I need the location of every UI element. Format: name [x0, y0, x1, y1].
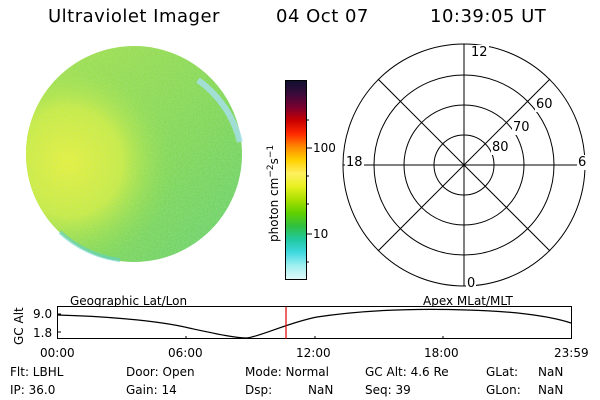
x-tick-2359: 23:59	[554, 346, 589, 360]
gc-alt-readout: GC Alt: 4.6 Re	[365, 365, 449, 379]
colorbar-tick-100: 100	[313, 141, 336, 155]
date-label: 04 Oct 07	[276, 6, 369, 27]
glon-value: NaN	[538, 383, 564, 397]
dsp-value: NaN	[308, 383, 334, 397]
y-tick-1-8: 1.8	[33, 326, 53, 340]
dsp-label: Dsp:	[245, 383, 273, 397]
x-tick-0000: 00:00	[40, 346, 75, 360]
time-label: 10:39:05 UT	[430, 6, 547, 27]
x-tick-1200: 12:00	[296, 346, 331, 360]
mode-readout: Mode: Normal	[245, 365, 329, 379]
door-readout: Door: Open	[126, 365, 195, 379]
altitude-curve	[56, 308, 572, 339]
mlt-label-0: 0	[466, 276, 477, 291]
apex-caption: Apex MLat/MLT	[423, 294, 513, 308]
mlat-label-80: 80	[491, 140, 510, 155]
x-tick-1800: 18:00	[424, 346, 459, 360]
gain-readout: Gain: 14	[126, 383, 177, 397]
filter-readout: Flt: LBHL	[10, 365, 64, 379]
polar-grid	[342, 43, 586, 287]
orbit-altitude-plot	[56, 306, 572, 339]
mlt-label-6: 6	[577, 155, 588, 170]
y-tick-9: 9.0	[33, 307, 53, 321]
mlt-label-18: 18	[345, 155, 364, 170]
geographic-caption: Geographic Lat/Lon	[70, 294, 188, 308]
auroral-image	[26, 46, 243, 262]
mlat-label-70: 70	[512, 120, 531, 135]
colorbar-tick-10: 10	[313, 227, 329, 241]
seq-readout: Seq: 39	[365, 383, 411, 397]
glon-label: GLon:	[486, 383, 521, 397]
ip-readout: IP: 36.0	[10, 383, 56, 397]
gc-alt-axis-title: GC Alt	[12, 307, 26, 345]
glat-value: NaN	[538, 365, 564, 379]
x-tick-0600: 06:00	[168, 346, 203, 360]
mlat-label-60: 60	[535, 97, 554, 112]
colorbar-ticks	[306, 119, 312, 263]
app-title: Ultraviolet Imager	[48, 6, 220, 27]
glat-label: GLat:	[486, 365, 519, 379]
mlt-label-12: 12	[470, 45, 489, 60]
colorbar-label: photon cm−2s−1	[266, 144, 281, 242]
colorbar	[285, 80, 307, 280]
